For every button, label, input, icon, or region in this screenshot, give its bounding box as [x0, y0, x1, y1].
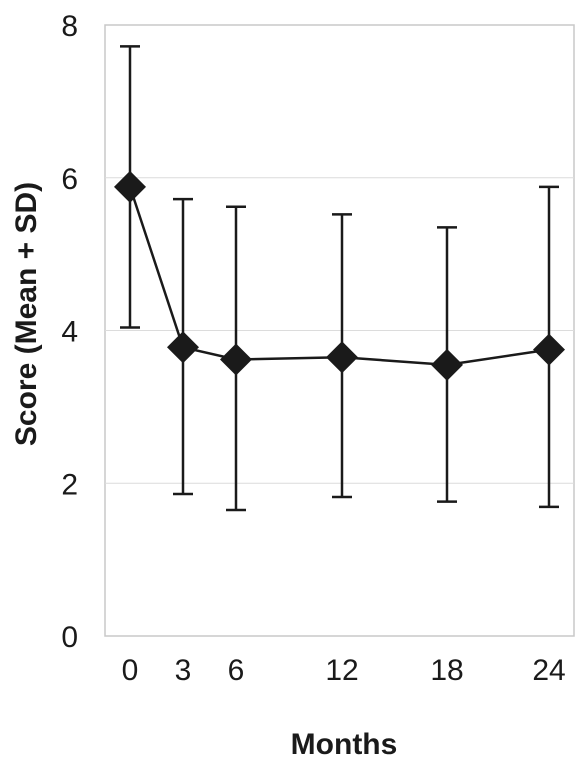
y-axis-title: Score (Mean + SD) [10, 182, 43, 446]
y-tick-labels: 0 2 4 6 8 [61, 10, 78, 654]
y-tick-label: 4 [61, 316, 78, 349]
x-axis-title: Months [291, 728, 398, 761]
x-tick-label: 24 [532, 654, 565, 687]
x-tick-label: 18 [430, 654, 463, 687]
data-point [431, 348, 463, 381]
x-tick-label: 0 [122, 654, 139, 687]
y-tick-label: 2 [61, 468, 78, 501]
x-tick-label: 6 [228, 654, 245, 687]
x-tick-label: 12 [325, 654, 358, 687]
series-line [128, 186, 550, 367]
data-markers [114, 170, 565, 381]
y-tick-label: 0 [61, 621, 78, 654]
data-point [114, 170, 146, 203]
data-point [326, 341, 358, 374]
y-tick-label: 8 [61, 10, 78, 43]
x-tick-label: 3 [175, 654, 192, 687]
x-tick-labels: 0 3 6 12 18 24 [122, 654, 566, 687]
data-point [167, 331, 199, 364]
data-point [220, 343, 252, 376]
y-tick-label: 6 [61, 163, 78, 196]
data-point [533, 333, 565, 366]
